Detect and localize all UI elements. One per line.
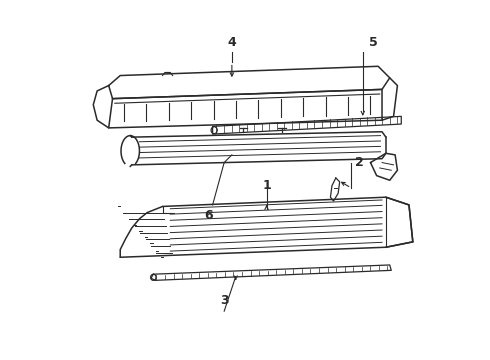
Text: 2: 2 bbox=[355, 156, 364, 169]
Text: 6: 6 bbox=[204, 209, 213, 222]
Text: 3: 3 bbox=[220, 294, 228, 307]
Text: 4: 4 bbox=[227, 36, 236, 49]
Text: 1: 1 bbox=[262, 179, 271, 192]
Text: 5: 5 bbox=[369, 36, 378, 49]
